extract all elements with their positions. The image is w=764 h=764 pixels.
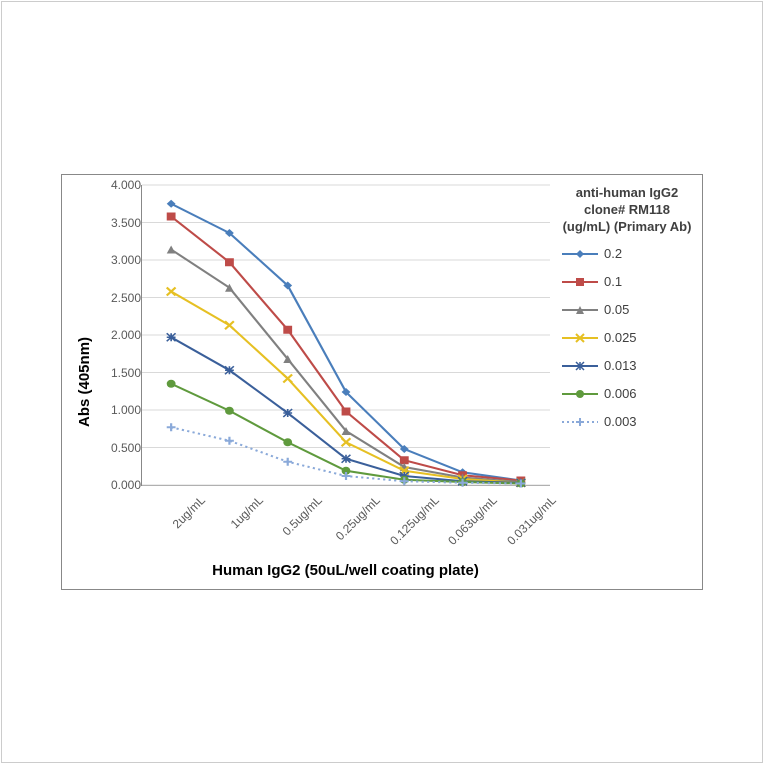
y-tick: 2.000 bbox=[111, 329, 141, 341]
legend-item: 0.013 bbox=[562, 358, 692, 374]
legend-swatch bbox=[562, 274, 598, 290]
legend-item: 0.025 bbox=[562, 330, 692, 346]
legend-item: 0.003 bbox=[562, 414, 692, 430]
y-ticks: 4.0003.5003.0002.5002.0001.5001.0000.500… bbox=[97, 185, 141, 485]
plot-area bbox=[141, 185, 550, 486]
legend-label: 0.2 bbox=[604, 246, 692, 261]
y-axis-label: Abs (405nm) bbox=[72, 185, 97, 579]
legend-swatch bbox=[562, 246, 598, 262]
y-tick: 4.000 bbox=[111, 179, 141, 191]
legend-swatch bbox=[562, 330, 598, 346]
legend-title: anti-human IgG2 clone# RM118 (ug/mL) (Pr… bbox=[562, 185, 692, 236]
y-tick: 3.500 bbox=[111, 217, 141, 229]
y-tick: 1.000 bbox=[111, 404, 141, 416]
legend-label: 0.1 bbox=[604, 274, 692, 289]
legend-label: 0.013 bbox=[604, 358, 692, 373]
y-tick: 0.500 bbox=[111, 442, 141, 454]
plot-svg bbox=[142, 185, 550, 485]
y-tick: 2.500 bbox=[111, 292, 141, 304]
legend-item: 0.2 bbox=[562, 246, 692, 262]
outer-frame: Abs (405nm) 4.000 3.500 3.000 2.500 2.000 1.5… bbox=[1, 1, 763, 763]
legend-item: 0.006 bbox=[562, 386, 692, 402]
legend-swatch bbox=[562, 386, 598, 402]
legend-label: 0.05 bbox=[604, 302, 692, 317]
y-tick: 1.500 bbox=[111, 367, 141, 379]
legend-item: 0.05 bbox=[562, 302, 692, 318]
chart-container: Abs (405nm) 4.000 3.500 3.000 2.500 2.000 1.5… bbox=[61, 174, 703, 590]
x-ticks: 2ug/mL1ug/mL0.5ug/mL0.25ug/mL0.125ug/mL0… bbox=[141, 486, 550, 556]
legend-item: 0.1 bbox=[562, 274, 692, 290]
legend-swatch bbox=[562, 302, 598, 318]
legend-label: 0.025 bbox=[604, 330, 692, 345]
legend-label: 0.003 bbox=[604, 414, 692, 429]
legend-label: 0.006 bbox=[604, 386, 692, 401]
y-tick: 0.000 bbox=[111, 479, 141, 491]
legend-swatch bbox=[562, 414, 598, 430]
y-tick: 3.000 bbox=[111, 254, 141, 266]
legend-swatch bbox=[562, 358, 598, 374]
